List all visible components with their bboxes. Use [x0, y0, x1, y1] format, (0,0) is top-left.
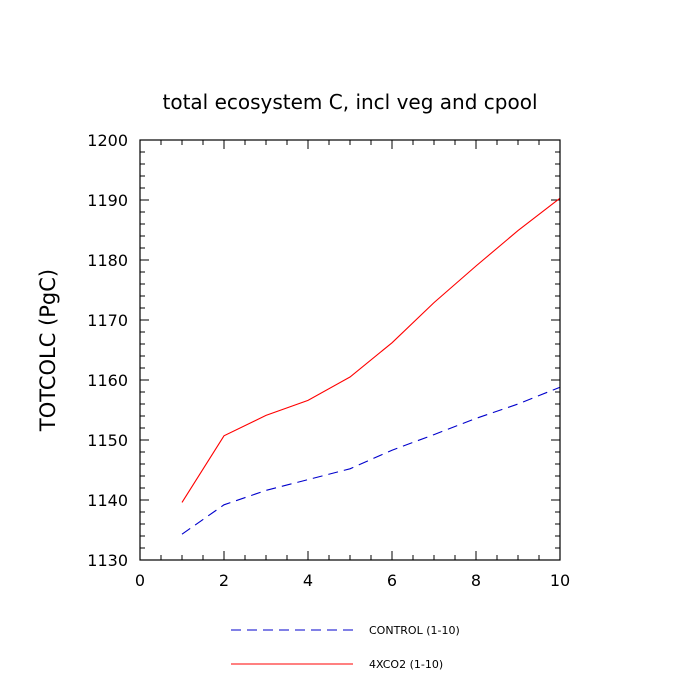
data-point	[475, 418, 476, 419]
data-point	[349, 376, 350, 377]
data-point	[391, 450, 392, 451]
x-tick-label: 4	[303, 571, 313, 590]
data-point	[517, 230, 518, 231]
data-point	[307, 400, 308, 401]
y-tick-label: 1190	[87, 191, 128, 210]
data-point	[223, 435, 224, 436]
data-point	[223, 504, 224, 505]
data-point	[265, 415, 266, 416]
data-point	[517, 403, 518, 404]
y-tick-label: 1150	[87, 431, 128, 450]
data-point	[265, 490, 266, 491]
chart-title: total ecosystem C, incl veg and cpool	[162, 90, 537, 114]
legend-label-control: CONTROL (1-10)	[369, 624, 460, 637]
data-point	[475, 265, 476, 266]
data-point	[433, 302, 434, 303]
y-tick-label: 1170	[87, 311, 128, 330]
series-line-control	[181, 386, 561, 535]
x-tick-label: 0	[135, 571, 145, 590]
legend-label-4xco2: 4XCO2 (1-10)	[369, 658, 443, 671]
data-point	[433, 434, 434, 435]
data-point	[391, 342, 392, 343]
y-tick-label: 1180	[87, 251, 128, 270]
series-line-4xco2	[181, 197, 561, 503]
y-tick-label: 1130	[87, 551, 128, 570]
y-tick-label: 1160	[87, 371, 128, 390]
y-tick-label: 1200	[87, 131, 128, 150]
legend: CONTROL (1-10) 4XCO2 (1-10)	[231, 624, 460, 671]
series-layer	[181, 197, 561, 535]
y-tick-label: 1140	[87, 491, 128, 510]
plot-frame	[139, 139, 561, 561]
data-point	[181, 502, 182, 503]
data-point	[349, 468, 350, 469]
y-axis-label: TOTCOLC (PgC)	[36, 269, 60, 432]
x-tick-label: 8	[471, 571, 481, 590]
data-point	[307, 479, 308, 480]
data-point	[181, 534, 182, 535]
x-tick-label: 10	[550, 571, 570, 590]
x-tick-label: 6	[387, 571, 397, 590]
ticks-layer: 0 2 4 6 8 10 1130 1140 1150 1160 1170 1180 1190 1200	[87, 131, 570, 590]
x-tick-label: 2	[219, 571, 229, 590]
